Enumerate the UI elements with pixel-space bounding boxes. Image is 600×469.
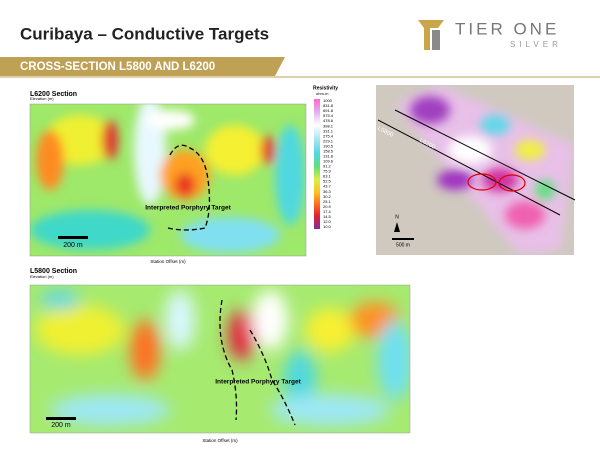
legend-label: 331.1 [323, 128, 334, 133]
legend-label: 109.6 [323, 159, 334, 164]
legend-label: 75.9 [323, 169, 332, 174]
legend-label: 91.2 [323, 164, 332, 169]
legend-label: 14.5 [323, 214, 332, 219]
scale-label: 200 m [51, 422, 71, 429]
legend-label: 831.8 [323, 103, 334, 108]
legend-label: 229.1 [323, 138, 334, 143]
legend-label: 20.9 [323, 204, 332, 209]
legend-label: 10.0 [323, 224, 332, 229]
legend-label: 575.4 [323, 113, 334, 118]
banner-text: CROSS-SECTION L5800 AND L6200 [20, 61, 215, 73]
y-axis-label: Elevation (m) [30, 274, 54, 279]
section-title: L5800 Section [30, 268, 77, 275]
legend-unit: ohm-m [316, 91, 329, 96]
logo-sub: SILVER [510, 40, 562, 49]
legend-label: 158.5 [323, 148, 334, 153]
title: Curibaya – Conductive Targets [20, 24, 269, 43]
legend-label: 691.8 [323, 108, 334, 113]
legend-label: 190.5 [323, 143, 334, 148]
legend-bar [314, 99, 320, 229]
section-image [30, 104, 306, 256]
annotation: Interpreted Porphyry Target [215, 379, 301, 386]
map-scale: 500 m [396, 242, 410, 248]
banner-bar [0, 57, 285, 76]
y-axis-label: Elevation (m) [30, 96, 54, 101]
legend-label: 63.1 [323, 174, 332, 179]
legend-label: 131.8 [323, 154, 334, 159]
legend-label: 275.4 [323, 133, 334, 138]
x-axis-label: Station Offset (m) [202, 438, 238, 443]
section-title: L6200 Section [30, 91, 77, 98]
legend-label: 1000 [323, 98, 333, 103]
legend-label: 25.1 [323, 199, 332, 204]
legend-label: 17.4 [323, 209, 332, 214]
x-axis-label: Station Offset (m) [150, 259, 186, 264]
annotation: Interpreted Porphyry Target [145, 205, 231, 212]
north: N [395, 214, 399, 220]
section-image [30, 285, 410, 433]
legend-label: 43.7 [323, 184, 332, 189]
legend-label: 398.1 [323, 123, 334, 128]
legend-label: 12.0 [323, 219, 332, 224]
legend-label: 478.6 [323, 118, 334, 123]
legend-label: 36.3 [323, 189, 332, 194]
scale-label: 200 m [63, 242, 83, 249]
logo-name: TIER ONE [455, 19, 559, 38]
logo-icon [418, 20, 444, 50]
legend-title: Resistivity [313, 85, 338, 91]
legend-label: 30.2 [323, 194, 332, 199]
legend-label: 52.5 [323, 179, 332, 184]
